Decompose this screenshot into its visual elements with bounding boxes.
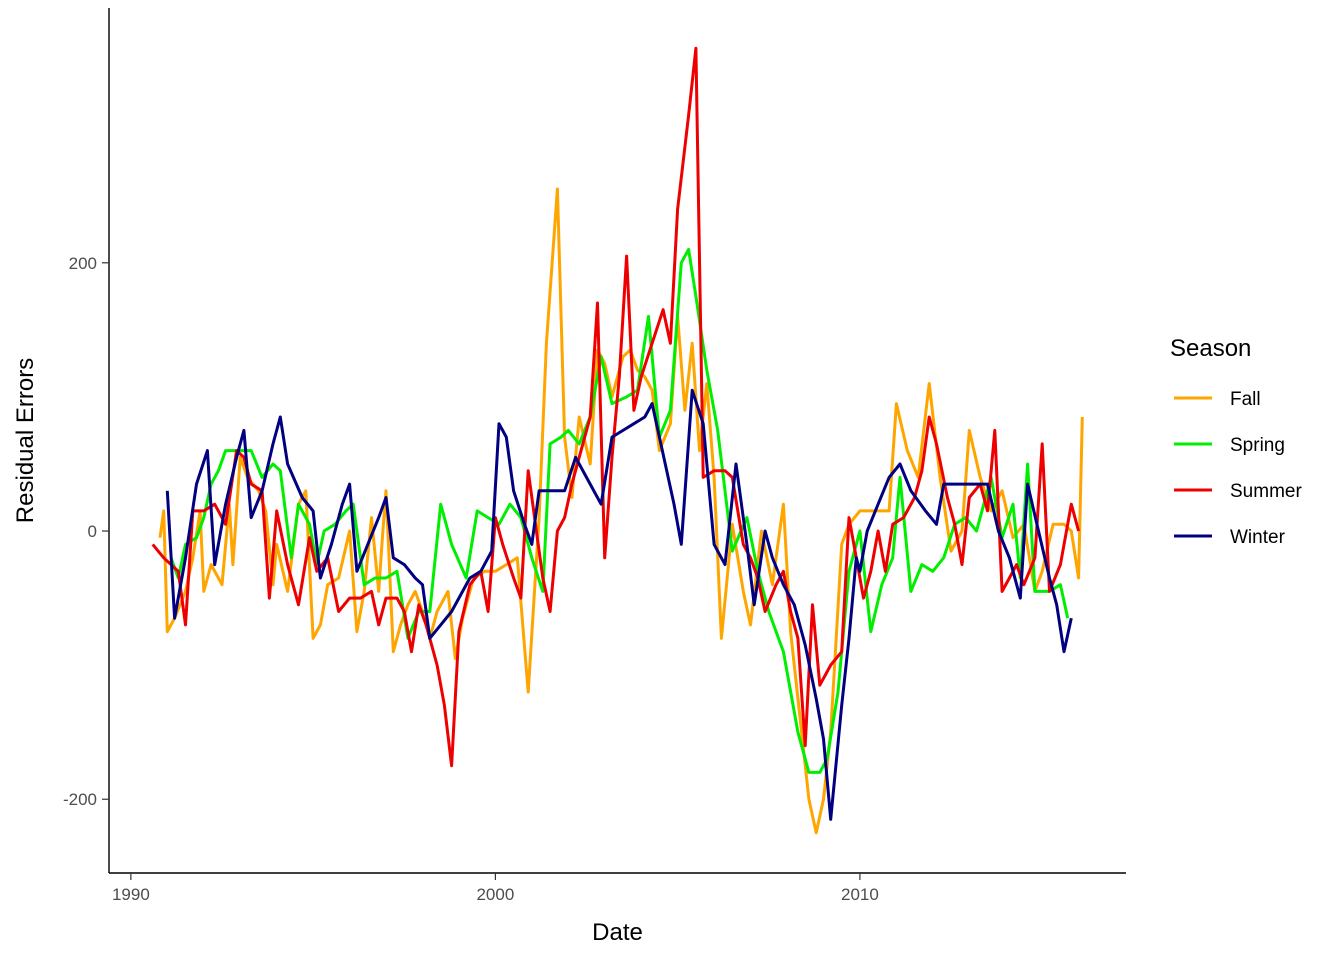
series-line-winter [165, 388, 1073, 821]
legend-label-spring: Spring [1230, 435, 1285, 456]
x-tick-label: 2010 [841, 885, 879, 904]
series-line-fall [158, 187, 1084, 835]
y-tick-label: 0 [88, 522, 97, 541]
x-tick-label: 1990 [112, 885, 150, 904]
y-axis-ticks: -200 0 200 [63, 254, 109, 809]
legend-title: Season [1170, 335, 1251, 362]
series-line-summer [151, 46, 1081, 768]
x-axis-title: Date [592, 919, 643, 946]
series-line-spring [169, 247, 1070, 774]
legend: Season Fall Spring Summer Winter [1170, 335, 1302, 548]
y-axis-title: Residual Errors [12, 358, 39, 523]
series-layer [151, 46, 1084, 835]
legend-label-fall: Fall [1230, 389, 1261, 410]
x-tick-label: 2000 [476, 885, 514, 904]
x-axis-ticks: 1990 2000 2010 [112, 873, 879, 904]
y-tick-label: 200 [69, 254, 97, 273]
legend-items: Fall Spring Summer Winter [1174, 389, 1302, 548]
legend-label-summer: Summer [1230, 481, 1302, 502]
y-tick-label: -200 [63, 790, 97, 809]
legend-label-winter: Winter [1230, 527, 1286, 548]
